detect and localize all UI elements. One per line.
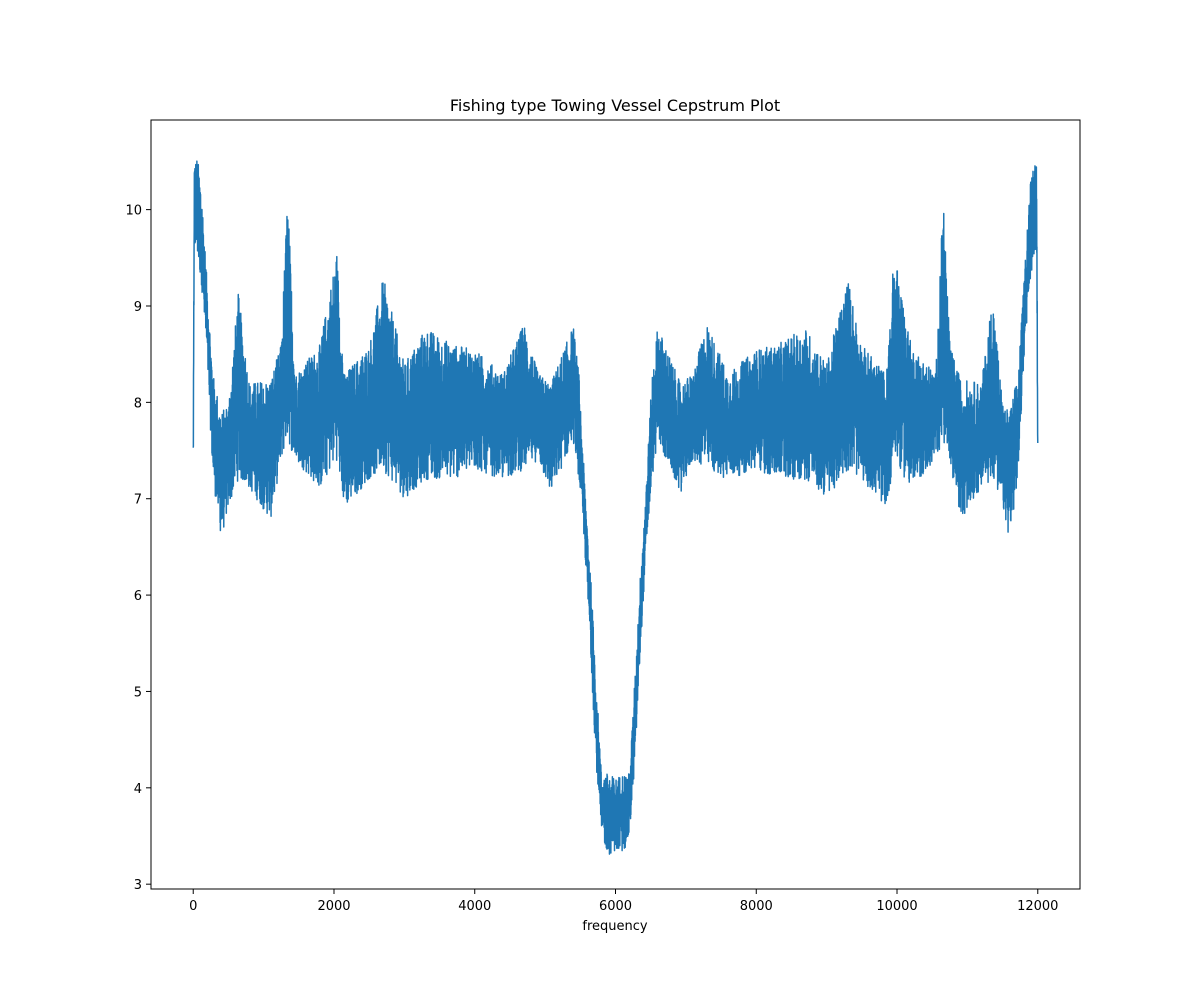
x-tick-label: 12000	[1017, 899, 1058, 914]
x-tick-label: 6000	[599, 899, 632, 914]
y-axis: 3 4 5 6 7 8 9 10	[125, 204, 151, 893]
x-tick-label: 4000	[458, 899, 491, 914]
y-tick-label: 10	[125, 204, 142, 219]
y-tick-label: 7	[134, 493, 142, 508]
y-tick-label: 6	[134, 589, 142, 604]
y-tick-label: 3	[134, 878, 142, 893]
x-tick-label: 10000	[876, 899, 917, 914]
cepstrum-series-line	[192, 160, 1039, 855]
x-axis-label: frequency	[582, 919, 648, 934]
chart-title: Fishing type Towing Vessel Cepstrum Plot	[450, 96, 780, 115]
x-tick-label: 0	[189, 899, 197, 914]
y-tick-label: 9	[134, 300, 142, 315]
x-axis: 0 2000 4000 6000 8000 10000 12000	[189, 889, 1058, 914]
y-tick-label: 8	[134, 396, 142, 411]
plot-frame	[150, 119, 1081, 890]
x-tick-label: 8000	[740, 899, 773, 914]
y-tick-label: 4	[134, 782, 142, 797]
x-tick-label: 2000	[317, 899, 350, 914]
y-tick-label: 5	[134, 685, 142, 700]
